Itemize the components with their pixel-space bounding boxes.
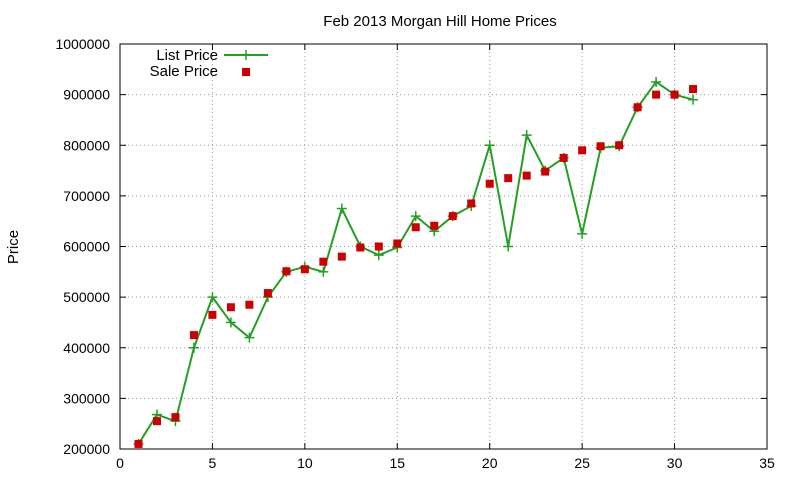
list-price-point (318, 266, 329, 277)
legend-plus-marker-list-price (241, 50, 251, 60)
x-tick-label: 15 (389, 455, 405, 471)
legend-label-sale-price: Sale Price (150, 63, 218, 80)
sale-price-point (504, 174, 513, 183)
list-price-point (521, 130, 532, 141)
sale-price-point (319, 257, 328, 266)
sale-price-point (596, 142, 605, 151)
x-tick-label: 10 (297, 455, 313, 471)
series-marks (133, 76, 699, 449)
y-tick-label: 1000000 (55, 36, 110, 52)
legend-square-marker-sale-price (242, 68, 250, 76)
y-axis-label: Price (5, 230, 22, 264)
list-price-point (484, 140, 495, 151)
x-tick-label: 30 (667, 455, 683, 471)
y-tick-label: 500000 (63, 289, 110, 305)
y-tick-label: 700000 (63, 188, 110, 204)
plot-frame (119, 43, 768, 450)
sale-price-point (393, 239, 402, 248)
list-price-point (244, 332, 255, 343)
list-price-point (688, 94, 699, 105)
sale-price-point (263, 289, 272, 298)
legend-label-list-price: List Price (156, 47, 218, 64)
sale-price-point (430, 221, 439, 230)
x-tick-label: 0 (116, 455, 124, 471)
y-tick-label: 900000 (63, 87, 110, 103)
y-tick-label: 300000 (63, 390, 110, 406)
sale-price-point (374, 242, 383, 251)
list-price-point (207, 292, 218, 303)
list-price-point (577, 228, 588, 239)
sale-price-point (652, 90, 661, 99)
sale-price-point (615, 141, 624, 150)
sale-price-point (245, 300, 254, 309)
sale-price-point (633, 103, 642, 112)
sale-price-point (670, 90, 679, 99)
y-tick-label: 200000 (63, 441, 110, 457)
sale-price-point (189, 331, 198, 340)
sale-price-point (226, 303, 235, 312)
x-tick-label: 20 (482, 455, 498, 471)
list-price-point (373, 250, 384, 261)
sale-price-point (448, 212, 457, 221)
sale-price-point (467, 199, 476, 208)
x-tick-label: 5 (209, 455, 217, 471)
sale-price-point (559, 153, 568, 162)
sale-price-point (485, 179, 494, 188)
sale-price-point (411, 223, 420, 232)
legend: List Price Sale Price (150, 47, 268, 80)
sale-price-point (356, 243, 365, 252)
sale-price-point (522, 171, 531, 180)
list-price-point (503, 241, 514, 252)
sale-price-point (282, 267, 291, 276)
y-tick-label: 800000 (63, 137, 110, 153)
x-tick-label: 35 (759, 455, 775, 471)
sale-price-point (541, 167, 550, 176)
sale-price-point (689, 85, 698, 94)
list-price-point (336, 203, 347, 214)
sale-price-point (152, 417, 161, 426)
list-price-point (410, 211, 421, 222)
list-price-point (651, 76, 662, 87)
sale-price-point (337, 252, 346, 261)
sale-price-point (300, 265, 309, 274)
sale-price-point (208, 310, 217, 319)
sale-price-point (578, 146, 587, 155)
y-tick-label: 400000 (63, 340, 110, 356)
list-price-point (225, 317, 236, 328)
sale-price-point (171, 413, 180, 422)
y-tick-label: 600000 (63, 239, 110, 255)
chart-title: Feb 2013 Morgan Hill Home Prices (323, 13, 556, 30)
sale-price-point (134, 439, 143, 448)
list-price-point (188, 342, 199, 353)
axes: 0 5 10 15 20 25 30 35 200000 300000 400000 500000 60… (55, 36, 775, 471)
x-tick-label: 25 (574, 455, 590, 471)
